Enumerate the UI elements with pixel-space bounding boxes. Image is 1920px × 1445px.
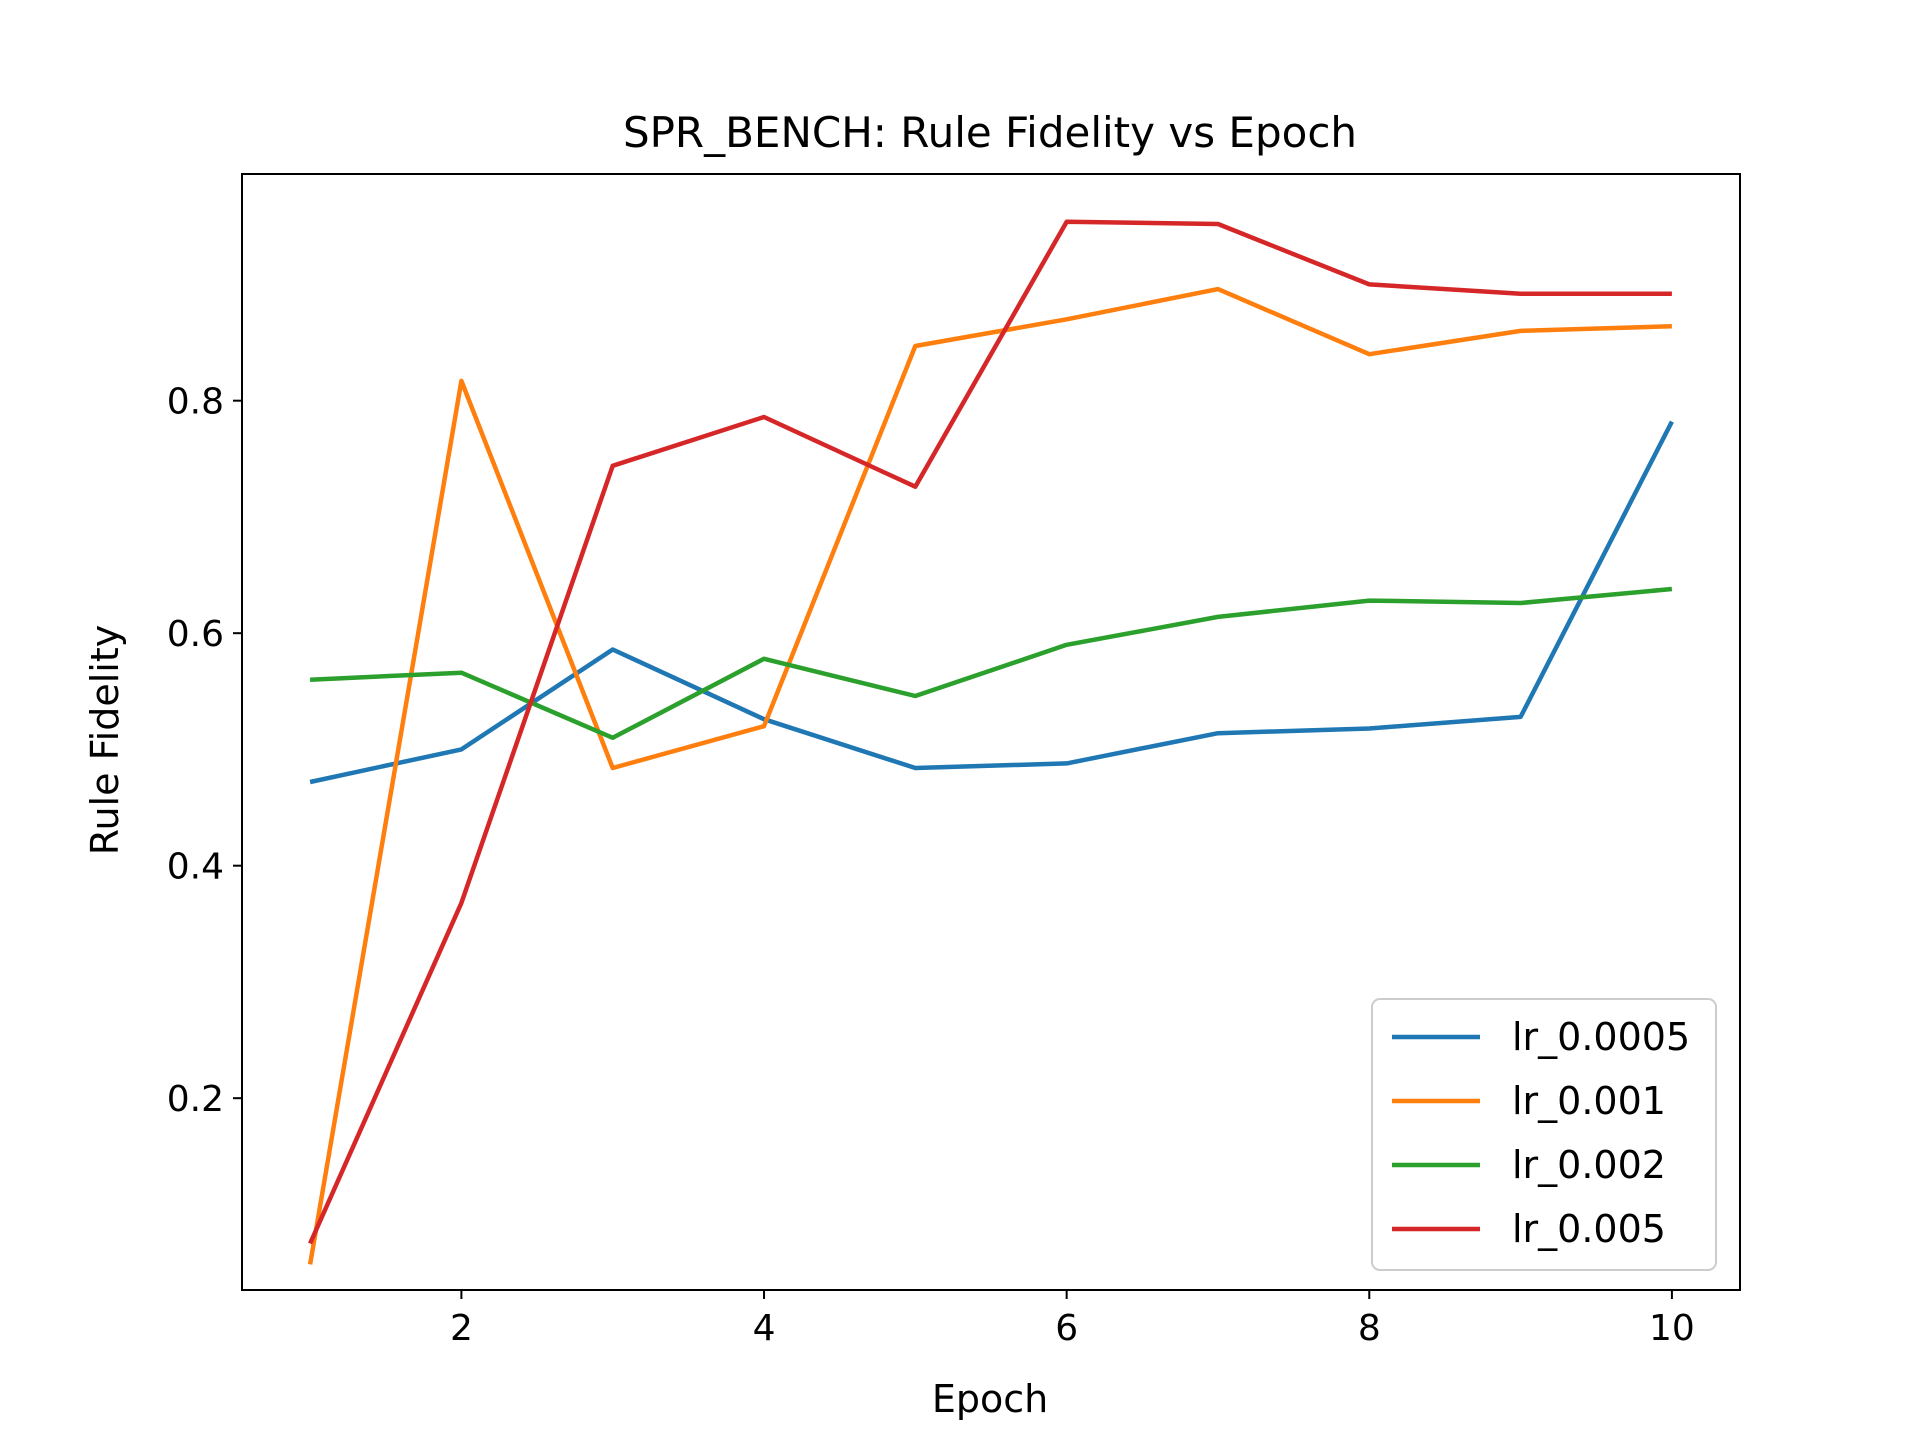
legend-box	[1371, 998, 1717, 1271]
chart-title: SPR_BENCH: Rule Fidelity vs Epoch	[623, 108, 1357, 157]
series-line-lr-0-002	[309, 586, 1673, 741]
x-axis-ticks: 2 4 6 8 10	[450, 1290, 1695, 1349]
legend: lr_0.0005 lr_0.001 lr_0.002 lr_0.005	[1371, 998, 1717, 1271]
series-line-lr-0-001	[307, 286, 1672, 1265]
y-tick-label: 0.2	[167, 1079, 224, 1120]
series-line-lr-0-005	[308, 219, 1672, 1245]
y-tick-label: 0.8	[167, 382, 224, 423]
x-tick-label: 2	[450, 1308, 473, 1349]
y-tick-label: 0.4	[167, 847, 224, 888]
x-tick-label: 6	[1055, 1308, 1078, 1349]
x-tick-label: 8	[1358, 1308, 1381, 1349]
x-tick-label: 4	[753, 1308, 776, 1349]
x-tick-label: 10	[1649, 1308, 1695, 1349]
series-line-lr-0-0005	[309, 420, 1674, 785]
legend-label: lr_0.002	[1512, 1143, 1666, 1187]
legend-label: lr_0.005	[1512, 1207, 1666, 1251]
x-axis-label: Epoch	[932, 1377, 1048, 1421]
legend-label: lr_0.0005	[1512, 1015, 1690, 1059]
y-tick-label: 0.6	[167, 614, 224, 655]
plot-frame	[241, 173, 1741, 1291]
legend-label: lr_0.001	[1512, 1079, 1666, 1123]
y-axis-label: Rule Fidelity	[83, 625, 127, 855]
y-axis-ticks: 0.2 0.4 0.6 0.8	[167, 382, 242, 1120]
plot-lines	[307, 219, 1674, 1265]
